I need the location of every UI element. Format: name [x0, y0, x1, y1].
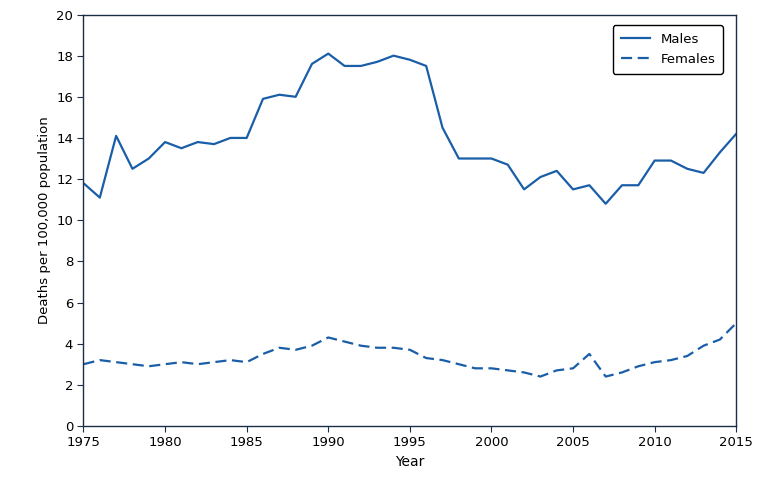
Females [242, 359, 251, 365]
Males [634, 182, 643, 188]
Males [601, 201, 610, 207]
Females [732, 320, 741, 326]
Females [128, 361, 137, 367]
Females [487, 365, 496, 371]
Males [177, 145, 186, 151]
Females [634, 363, 643, 369]
Males [650, 158, 659, 164]
Males [699, 170, 708, 176]
Females [666, 357, 676, 363]
Males [421, 63, 430, 69]
Males [161, 139, 170, 145]
Males [79, 180, 88, 186]
Females [503, 367, 512, 373]
Females [373, 345, 382, 350]
Females [455, 361, 464, 367]
Males [455, 156, 464, 162]
Males [536, 174, 545, 180]
Males [226, 135, 235, 141]
Males [471, 156, 480, 162]
Males [405, 57, 414, 62]
Legend: Males, Females: Males, Females [613, 25, 723, 74]
Females [112, 359, 121, 365]
Females [584, 351, 594, 357]
Line: Females: Females [83, 323, 736, 377]
Line: Males: Males [83, 54, 736, 204]
Females [209, 359, 219, 365]
Males [259, 96, 268, 102]
Females [161, 361, 170, 367]
Females [617, 370, 626, 376]
Males [553, 168, 562, 174]
Females [323, 334, 332, 340]
Males [584, 182, 594, 188]
Females [79, 361, 88, 367]
Males [373, 59, 382, 65]
Females [519, 370, 528, 376]
Males [732, 131, 741, 137]
Males [291, 94, 300, 100]
Males [275, 92, 284, 98]
Females [177, 359, 186, 365]
Y-axis label: Deaths per 100,000 population: Deaths per 100,000 population [37, 116, 51, 324]
X-axis label: Year: Year [395, 455, 424, 469]
Males [307, 61, 317, 67]
Females [650, 359, 659, 365]
Females [601, 374, 610, 379]
Females [682, 353, 691, 359]
Females [421, 355, 430, 361]
Females [716, 337, 725, 343]
Females [193, 361, 202, 367]
Males [112, 133, 121, 139]
Females [536, 374, 545, 379]
Males [128, 166, 137, 172]
Males [389, 53, 398, 59]
Females [307, 343, 317, 348]
Males [209, 141, 219, 147]
Females [275, 345, 284, 350]
Females [95, 357, 104, 363]
Females [405, 347, 414, 353]
Females [568, 365, 578, 371]
Females [226, 357, 235, 363]
Males [617, 182, 626, 188]
Females [259, 351, 268, 357]
Males [666, 158, 676, 164]
Females [389, 345, 398, 350]
Females [357, 343, 366, 348]
Females [144, 363, 153, 369]
Females [553, 367, 562, 373]
Females [699, 343, 708, 348]
Males [487, 156, 496, 162]
Females [291, 347, 300, 353]
Males [357, 63, 366, 69]
Males [519, 186, 528, 192]
Males [716, 150, 725, 155]
Males [682, 166, 691, 172]
Males [242, 135, 251, 141]
Males [95, 195, 104, 200]
Males [503, 162, 512, 167]
Females [471, 365, 480, 371]
Males [340, 63, 349, 69]
Males [144, 156, 153, 162]
Males [438, 125, 447, 131]
Females [438, 357, 447, 363]
Males [323, 51, 332, 57]
Males [568, 186, 578, 192]
Males [193, 139, 202, 145]
Females [340, 339, 349, 345]
